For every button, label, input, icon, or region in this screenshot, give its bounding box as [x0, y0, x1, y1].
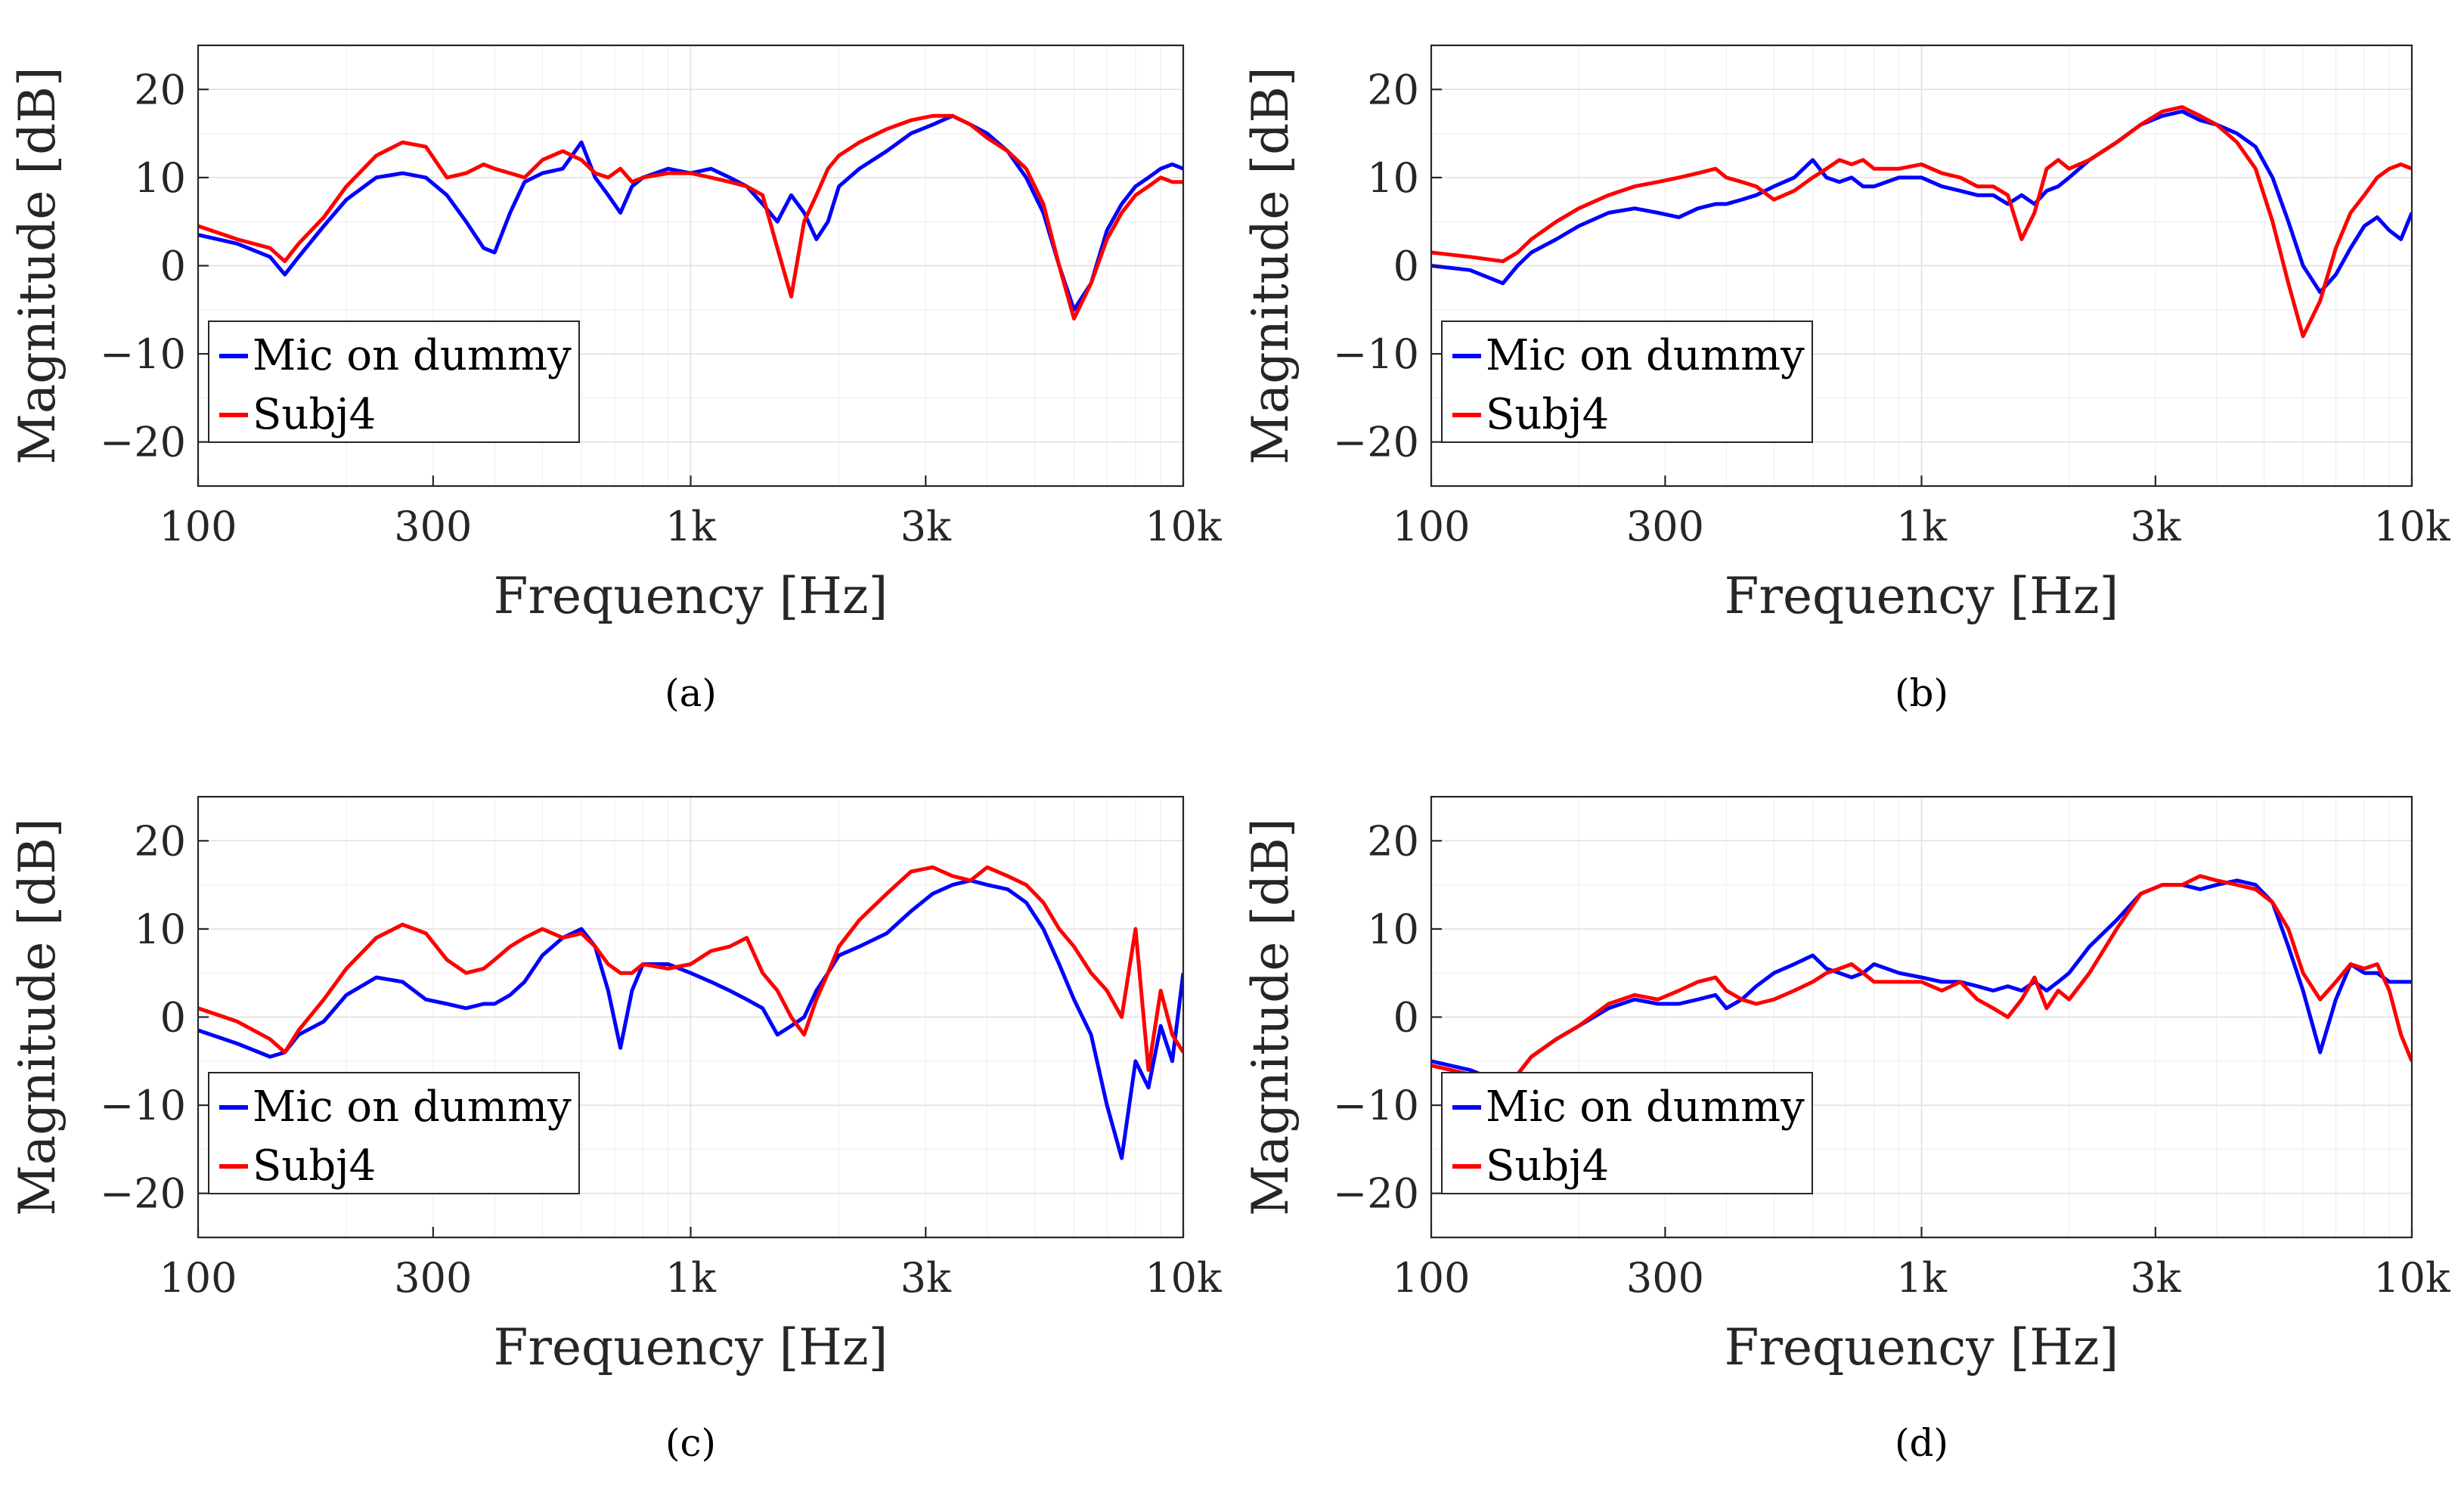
legend-entry-label: Subj4: [1486, 390, 1609, 439]
series-line-subj4: [198, 865, 1183, 1072]
y-tick-label: 20: [1367, 817, 1419, 865]
y-tick-label: 0: [160, 994, 186, 1042]
x-axis-label: Frequency [Hz]: [1725, 567, 2119, 625]
panel-caption: (a): [665, 671, 717, 715]
y-tick-label: 0: [1393, 994, 1419, 1042]
panel-caption: (c): [665, 1421, 716, 1465]
legend-entry-label: Mic on dummy: [253, 331, 572, 380]
series-line-mic-on-dummy: [1431, 878, 2412, 1085]
x-axis-label: Frequency [Hz]: [494, 1318, 888, 1377]
x-tick-label: 1k: [1896, 503, 1948, 550]
series-line-mic-on-dummy: [198, 878, 1183, 1160]
x-tick-label: 3k: [900, 503, 952, 550]
x-tick-label: 100: [159, 1254, 237, 1302]
x-tick-label: 3k: [2130, 503, 2181, 550]
y-axis-label: Magnitude [dB]: [1241, 818, 1300, 1216]
legend-entry-label: Mic on dummy: [1486, 1082, 1805, 1132]
y-tick-label: 10: [1367, 154, 1419, 202]
y-tick-label: 0: [1393, 243, 1419, 290]
legend: Mic on dummy Subj4: [1441, 321, 1813, 443]
x-tick-label: 3k: [2130, 1254, 2181, 1302]
legend-box: [208, 321, 580, 443]
x-tick-label: 300: [394, 503, 472, 550]
y-tick-label: 10: [134, 906, 186, 953]
x-tick-label: 1k: [665, 1254, 717, 1302]
legend-box: [1441, 1072, 1813, 1194]
legend: Mic on dummy Subj4: [208, 1072, 580, 1194]
x-tick-label: 3k: [900, 1254, 952, 1302]
series-line-mic-on-dummy: [1431, 109, 2412, 294]
y-axis-label: Magnitude [dB]: [8, 818, 67, 1216]
x-tick-label: 10k: [2373, 1254, 2451, 1302]
x-tick-label: 300: [394, 1254, 472, 1302]
legend-entry-label: Subj4: [253, 1141, 376, 1191]
legend-entry-label: Subj4: [253, 390, 376, 439]
panel-caption: (d): [1895, 1421, 1948, 1465]
y-tick-label: −20: [1333, 419, 1419, 466]
legend: Mic on dummy Subj4: [1441, 1072, 1813, 1194]
x-tick-label: 100: [1392, 503, 1470, 550]
legend-box: [1441, 321, 1813, 443]
y-tick-label: −10: [100, 1082, 186, 1129]
series-line-subj4: [198, 113, 1183, 321]
legend-box: [208, 1072, 580, 1194]
x-axis-label: Frequency [Hz]: [1725, 1318, 2119, 1377]
series-line-subj4: [1431, 874, 2412, 1081]
legend: Mic on dummy Subj4: [208, 321, 580, 443]
y-tick-label: −10: [1333, 1082, 1419, 1129]
y-tick-label: −10: [1333, 330, 1419, 378]
y-tick-label: 20: [134, 817, 186, 865]
y-tick-label: 20: [134, 66, 186, 113]
x-tick-label: 10k: [2373, 503, 2451, 550]
y-axis-label: Magnitude [dB]: [1241, 67, 1300, 464]
x-tick-label: 1k: [665, 503, 717, 550]
y-tick-label: −10: [100, 330, 186, 378]
x-tick-label: 300: [1626, 503, 1704, 550]
series-line-subj4: [1431, 105, 2412, 339]
x-tick-label: 100: [159, 503, 237, 550]
x-tick-label: 1k: [1896, 1254, 1948, 1302]
y-tick-label: −20: [100, 419, 186, 466]
x-tick-label: 10k: [1145, 1254, 1223, 1302]
legend-entry-label: Mic on dummy: [1486, 331, 1805, 380]
legend-entry-label: Mic on dummy: [253, 1082, 572, 1132]
panel-caption: (b): [1895, 671, 1948, 715]
y-tick-label: 0: [160, 243, 186, 290]
x-tick-label: 10k: [1145, 503, 1223, 550]
y-axis-label: Magnitude [dB]: [8, 67, 67, 464]
y-tick-label: −20: [100, 1170, 186, 1218]
x-tick-label: 100: [1392, 1254, 1470, 1302]
x-axis-label: Frequency [Hz]: [494, 567, 888, 625]
x-tick-label: 300: [1626, 1254, 1704, 1302]
y-tick-label: −20: [1333, 1170, 1419, 1218]
y-tick-label: 20: [1367, 66, 1419, 113]
legend-entry-label: Subj4: [1486, 1141, 1609, 1191]
y-tick-label: 10: [134, 154, 186, 202]
y-tick-label: 10: [1367, 906, 1419, 953]
